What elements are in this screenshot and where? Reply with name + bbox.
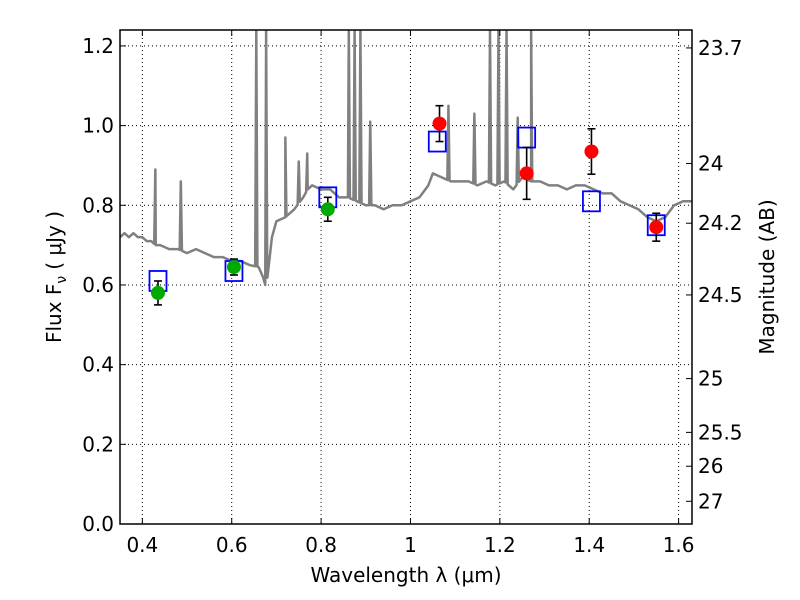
x-tick-label: 1.2 [484,533,516,557]
x-tick-label: 0.4 [126,533,158,557]
y-axis-title-unit: ( μJy ) [42,211,66,270]
y2-tick-label: 24.5 [698,283,743,307]
y-tick-label: 0.2 [82,432,114,456]
detection-point [320,202,335,217]
y-tick-label: 1.2 [82,34,114,58]
detection-point [432,116,447,131]
y2-tick-label: 24 [698,151,723,175]
y2-tick-label: 26 [698,454,723,478]
x-tick-label: 1.6 [663,533,695,557]
y-tick-label: 1.0 [82,114,114,138]
y2-tick-label: 24.2 [698,211,743,235]
detection-point [150,285,165,300]
y2-tick-label: 23.7 [698,36,743,60]
detection-point [649,220,664,235]
photometry-points [148,104,666,306]
y-axis-title-main: Flux F [42,284,66,343]
x-tick-label: 0.6 [216,533,248,557]
y-tick-label: 0.4 [82,353,114,377]
y2-tick-label: 25 [698,367,723,391]
x-tick-label: 0.8 [305,533,337,557]
y2-axis-title: Magnitude (AB) [755,199,779,354]
y-tick-label: 0.8 [82,193,114,217]
plot-frame [119,29,693,525]
spectrum-line [120,30,692,287]
model-square-marker [427,130,447,153]
y-tick-label: 0.0 [82,512,114,536]
x-tick-label: 1 [404,533,417,557]
detection-point [584,144,599,159]
detection-point [519,166,534,181]
y-axis-title: Flux Fν ( μJy ) [42,211,70,343]
detection-point [226,260,241,275]
spectrum [120,30,692,287]
y-axis-title-sub: ν [54,276,70,284]
y-tick-label: 0.6 [82,273,114,297]
axis-ticks: 0.4 0.6 0.8 1 1.2 1.4 1.6 0.0 0.2 0.4 0.6 0.8 1.0 1.2… [82,30,743,557]
svg-text:Flux Fν( μJy ): Flux Fν ( μJy ) [42,211,70,343]
y2-tick-label: 25.5 [698,420,743,444]
model-square-marker [582,190,601,213]
x-tick-label: 1.4 [573,533,605,557]
gridlines [120,30,692,525]
y2-tick-label: 27 [698,489,723,513]
x-axis-title: Wavelength λ (μm) [310,563,501,587]
